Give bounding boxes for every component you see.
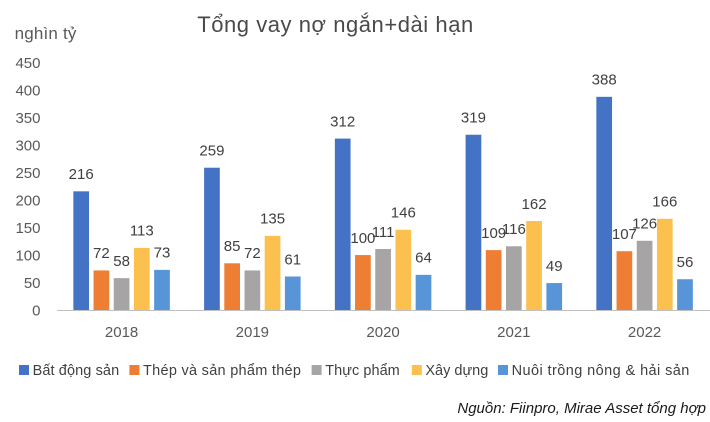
svg-text:2018: 2018 bbox=[105, 324, 138, 341]
svg-text:49: 49 bbox=[546, 258, 563, 275]
svg-text:Thực phẩm: Thực phẩm bbox=[325, 363, 400, 379]
svg-text:146: 146 bbox=[391, 205, 416, 222]
svg-text:259: 259 bbox=[199, 143, 224, 160]
svg-text:319: 319 bbox=[461, 110, 486, 127]
svg-text:111: 111 bbox=[372, 224, 395, 241]
svg-text:0: 0 bbox=[32, 302, 40, 319]
svg-text:388: 388 bbox=[592, 72, 617, 89]
svg-text:56: 56 bbox=[677, 254, 694, 271]
svg-text:2022: 2022 bbox=[628, 324, 661, 341]
svg-text:100: 100 bbox=[350, 230, 375, 247]
svg-text:Nguồn: Fiinpro, Mirae Asset tổ: Nguồn: Fiinpro, Mirae Asset tổng hợp bbox=[457, 400, 706, 417]
svg-text:200: 200 bbox=[15, 193, 40, 210]
svg-text:450: 450 bbox=[15, 55, 40, 72]
svg-text:150: 150 bbox=[15, 220, 40, 237]
svg-text:nghìn tỷ: nghìn tỷ bbox=[15, 24, 77, 43]
svg-text:85: 85 bbox=[224, 238, 241, 255]
svg-text:107: 107 bbox=[612, 226, 637, 243]
svg-text:50: 50 bbox=[24, 275, 41, 292]
svg-text:Thép và sản phẩm thép: Thép và sản phẩm thép bbox=[143, 363, 301, 379]
svg-text:61: 61 bbox=[284, 251, 301, 268]
svg-text:116: 116 bbox=[502, 221, 526, 238]
svg-text:126: 126 bbox=[632, 216, 657, 233]
svg-text:2019: 2019 bbox=[236, 324, 269, 341]
svg-text:72: 72 bbox=[244, 245, 261, 262]
svg-text:64: 64 bbox=[415, 250, 432, 267]
svg-text:135: 135 bbox=[260, 211, 285, 228]
svg-text:2020: 2020 bbox=[366, 324, 399, 341]
svg-text:250: 250 bbox=[15, 165, 40, 182]
svg-text:72: 72 bbox=[93, 245, 110, 262]
svg-text:350: 350 bbox=[15, 110, 40, 127]
svg-text:162: 162 bbox=[522, 196, 547, 213]
svg-text:166: 166 bbox=[652, 194, 677, 211]
svg-text:216: 216 bbox=[69, 166, 94, 183]
svg-text:2021: 2021 bbox=[497, 324, 530, 341]
svg-text:109: 109 bbox=[481, 225, 506, 242]
svg-text:312: 312 bbox=[330, 113, 355, 130]
svg-text:100: 100 bbox=[15, 247, 40, 264]
svg-text:73: 73 bbox=[154, 245, 171, 262]
svg-text:Bất động sản: Bất động sản bbox=[33, 363, 120, 379]
svg-text:300: 300 bbox=[15, 138, 40, 155]
svg-text:113: 113 bbox=[130, 223, 154, 240]
svg-text:Xây dựng: Xây dựng bbox=[425, 363, 488, 379]
svg-text:400: 400 bbox=[15, 83, 40, 100]
svg-text:58: 58 bbox=[113, 253, 130, 270]
svg-text:Tổng vay nợ ngắn+dài hạn: Tổng vay nợ ngắn+dài hạn bbox=[197, 12, 474, 37]
svg-text:Nuôi trồng nông & hải sản: Nuôi trồng nông & hải sản bbox=[512, 363, 690, 379]
